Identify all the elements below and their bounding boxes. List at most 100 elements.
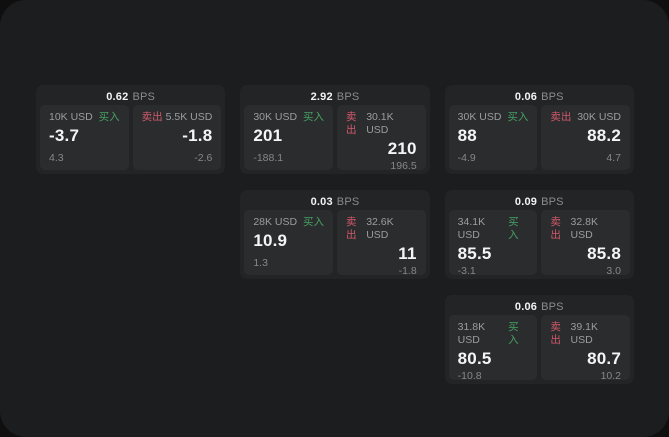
- sell-quote-tile[interactable]: 卖出 32.8K USD 85.8 3.0: [541, 210, 630, 277]
- buy-price: 80.5: [457, 349, 492, 368]
- sell-delta: 4.7: [606, 152, 621, 164]
- buy-price: 201: [253, 126, 283, 145]
- spread-unit: BPS: [541, 300, 564, 313]
- spread-unit: BPS: [541, 90, 564, 103]
- sell-quote-tile[interactable]: 卖出 30K USD 88.2 4.7: [541, 105, 630, 170]
- sell-quote-tile[interactable]: 卖出 32.6K USD 11 -1.8: [337, 210, 426, 277]
- sell-delta: 196.5: [390, 160, 417, 172]
- sell-quote-tile[interactable]: 卖出 5.5K USD -1.8 -2.6: [132, 105, 222, 170]
- buy-size: 28K USD: [253, 216, 298, 228]
- quote-panels: 30K USD 买入 88 -4.9 卖出 30K USD 88.2 4.7: [448, 105, 630, 170]
- sell-label: 卖出: [346, 216, 357, 241]
- buy-size: 30K USD: [457, 111, 502, 123]
- spread-header: 0.06 BPS: [449, 88, 630, 105]
- sell-tile-header: 卖出 32.6K USD: [346, 216, 417, 242]
- sell-tile-header: 卖出 30.1K USD: [346, 111, 417, 137]
- quote-panels: 30K USD 买入 201 -188.1 卖出 30.1K USD 210 1…: [244, 105, 426, 172]
- spread-unit: BPS: [336, 195, 360, 208]
- buy-size: 10K USD: [49, 111, 93, 123]
- spread-value: 0.03: [310, 195, 333, 208]
- sell-price: 88.2: [587, 126, 621, 145]
- buy-delta: -3.1: [457, 265, 476, 277]
- sell-size: 30K USD: [577, 111, 621, 123]
- spread-unit: BPS: [541, 195, 564, 208]
- spread-unit: BPS: [336, 90, 360, 103]
- quote-card: 0.62 BPS 10K USD 买入 -3.7 4.3 卖出 5.5K USD: [36, 85, 226, 174]
- buy-quote-tile[interactable]: 10K USD 买入 -3.7 4.3: [40, 105, 129, 170]
- sell-tile-header: 卖出 32.8K USD: [550, 216, 621, 242]
- quote-card: 2.92 BPS 30K USD 买入 201 -188.1 卖出 30.1K …: [240, 85, 430, 174]
- sell-quote-tile[interactable]: 卖出 30.1K USD 210 196.5: [337, 105, 426, 172]
- buy-label: 买入: [508, 216, 519, 241]
- spread-header: 0.03 BPS: [244, 193, 425, 210]
- sell-delta: 3.0: [606, 265, 621, 277]
- sell-size: 30.1K USD: [366, 111, 394, 136]
- sell-delta: -1.8: [398, 265, 417, 277]
- spread-value: 0.09: [514, 195, 538, 208]
- buy-label: 买入: [507, 111, 529, 123]
- buy-tile-header: 31.8K USD 买入: [458, 321, 529, 347]
- buy-label: 买入: [303, 216, 324, 228]
- sell-size: 32.6K USD: [366, 216, 394, 241]
- buy-delta: -188.1: [253, 152, 284, 164]
- buy-tile-header: 30K USD 买入: [458, 111, 529, 124]
- buy-tile-header: 28K USD 买入: [253, 216, 324, 229]
- quote-card: 0.06 BPS 30K USD 买入 88 -4.9 卖出 30K USD: [444, 85, 634, 174]
- spread-header: 0.62 BPS: [40, 88, 221, 105]
- buy-quote-tile[interactable]: 34.1K USD 买入 85.5 -3.1: [448, 210, 538, 277]
- buy-size: 30K USD: [253, 111, 298, 123]
- buy-price: 10.9: [253, 231, 288, 250]
- buy-quote-tile[interactable]: 30K USD 买入 201 -188.1: [244, 105, 333, 170]
- sell-size: 32.8K USD: [570, 216, 598, 241]
- buy-price: -3.7: [49, 126, 80, 145]
- buy-delta: 1.3: [253, 257, 268, 269]
- spread-header: 0.09 BPS: [449, 193, 630, 210]
- quote-panels: 10K USD 买入 -3.7 4.3 卖出 5.5K USD -1.8 -2.…: [40, 105, 222, 170]
- buy-tile-header: 34.1K USD 买入: [458, 216, 529, 242]
- spread-value: 0.06: [514, 90, 538, 103]
- quote-card: 0.09 BPS 34.1K USD 买入 85.5 -3.1 卖出 32.8K…: [444, 190, 634, 279]
- sell-label: 卖出: [550, 111, 572, 123]
- buy-delta: 4.3: [49, 152, 64, 164]
- sell-price: 11: [398, 244, 417, 263]
- spread-value: 0.62: [106, 90, 129, 103]
- quote-panels: 28K USD 买入 10.9 1.3 卖出 32.6K USD 11 -1.8: [244, 210, 426, 277]
- spread-unit: BPS: [132, 90, 156, 103]
- buy-delta: -10.8: [457, 370, 482, 382]
- sell-size: 39.1K USD: [570, 321, 598, 346]
- buy-quote-tile[interactable]: 31.8K USD 买入 80.5 -10.8: [448, 315, 538, 382]
- buy-label: 买入: [508, 321, 519, 346]
- buy-label: 买入: [303, 111, 324, 123]
- buy-size: 31.8K USD: [457, 321, 486, 346]
- spread-value: 2.92: [310, 90, 333, 103]
- sell-price: 210: [387, 139, 417, 158]
- sell-label: 卖出: [550, 216, 561, 241]
- buy-size: 34.1K USD: [457, 216, 486, 241]
- buy-label: 买入: [98, 111, 120, 123]
- sell-tile-header: 卖出 39.1K USD: [550, 321, 621, 347]
- quote-card: 0.03 BPS 28K USD 买入 10.9 1.3 卖出 32.6K US…: [240, 190, 430, 279]
- buy-tile-header: 30K USD 买入: [253, 111, 324, 124]
- buy-tile-header: 10K USD 买入: [49, 111, 120, 124]
- spread-value: 0.06: [514, 300, 538, 313]
- sell-delta: 10.2: [600, 370, 621, 382]
- spread-header: 2.92 BPS: [244, 88, 425, 105]
- buy-price: 88: [457, 126, 477, 145]
- sell-price: 80.7: [587, 349, 621, 368]
- buy-delta: -4.9: [457, 152, 476, 164]
- quote-panels: 31.8K USD 买入 80.5 -10.8 卖出 39.1K USD 80.…: [448, 315, 630, 382]
- sell-delta: -2.6: [194, 152, 213, 164]
- sell-label: 卖出: [550, 321, 561, 346]
- buy-quote-tile[interactable]: 30K USD 买入 88 -4.9: [448, 105, 538, 170]
- buy-quote-tile[interactable]: 28K USD 买入 10.9 1.3: [244, 210, 333, 275]
- sell-quote-tile[interactable]: 卖出 39.1K USD 80.7 10.2: [541, 315, 630, 382]
- sell-size: 5.5K USD: [165, 111, 213, 123]
- sell-label: 卖出: [346, 111, 357, 136]
- quote-card: 0.06 BPS 31.8K USD 买入 80.5 -10.8 卖出 39.1…: [444, 295, 634, 384]
- quote-panels: 34.1K USD 买入 85.5 -3.1 卖出 32.8K USD 85.8…: [448, 210, 630, 277]
- sell-price: -1.8: [182, 126, 213, 145]
- spread-header: 0.06 BPS: [449, 298, 630, 315]
- sell-tile-header: 卖出 30K USD: [550, 111, 621, 124]
- sell-price: 85.8: [587, 244, 621, 263]
